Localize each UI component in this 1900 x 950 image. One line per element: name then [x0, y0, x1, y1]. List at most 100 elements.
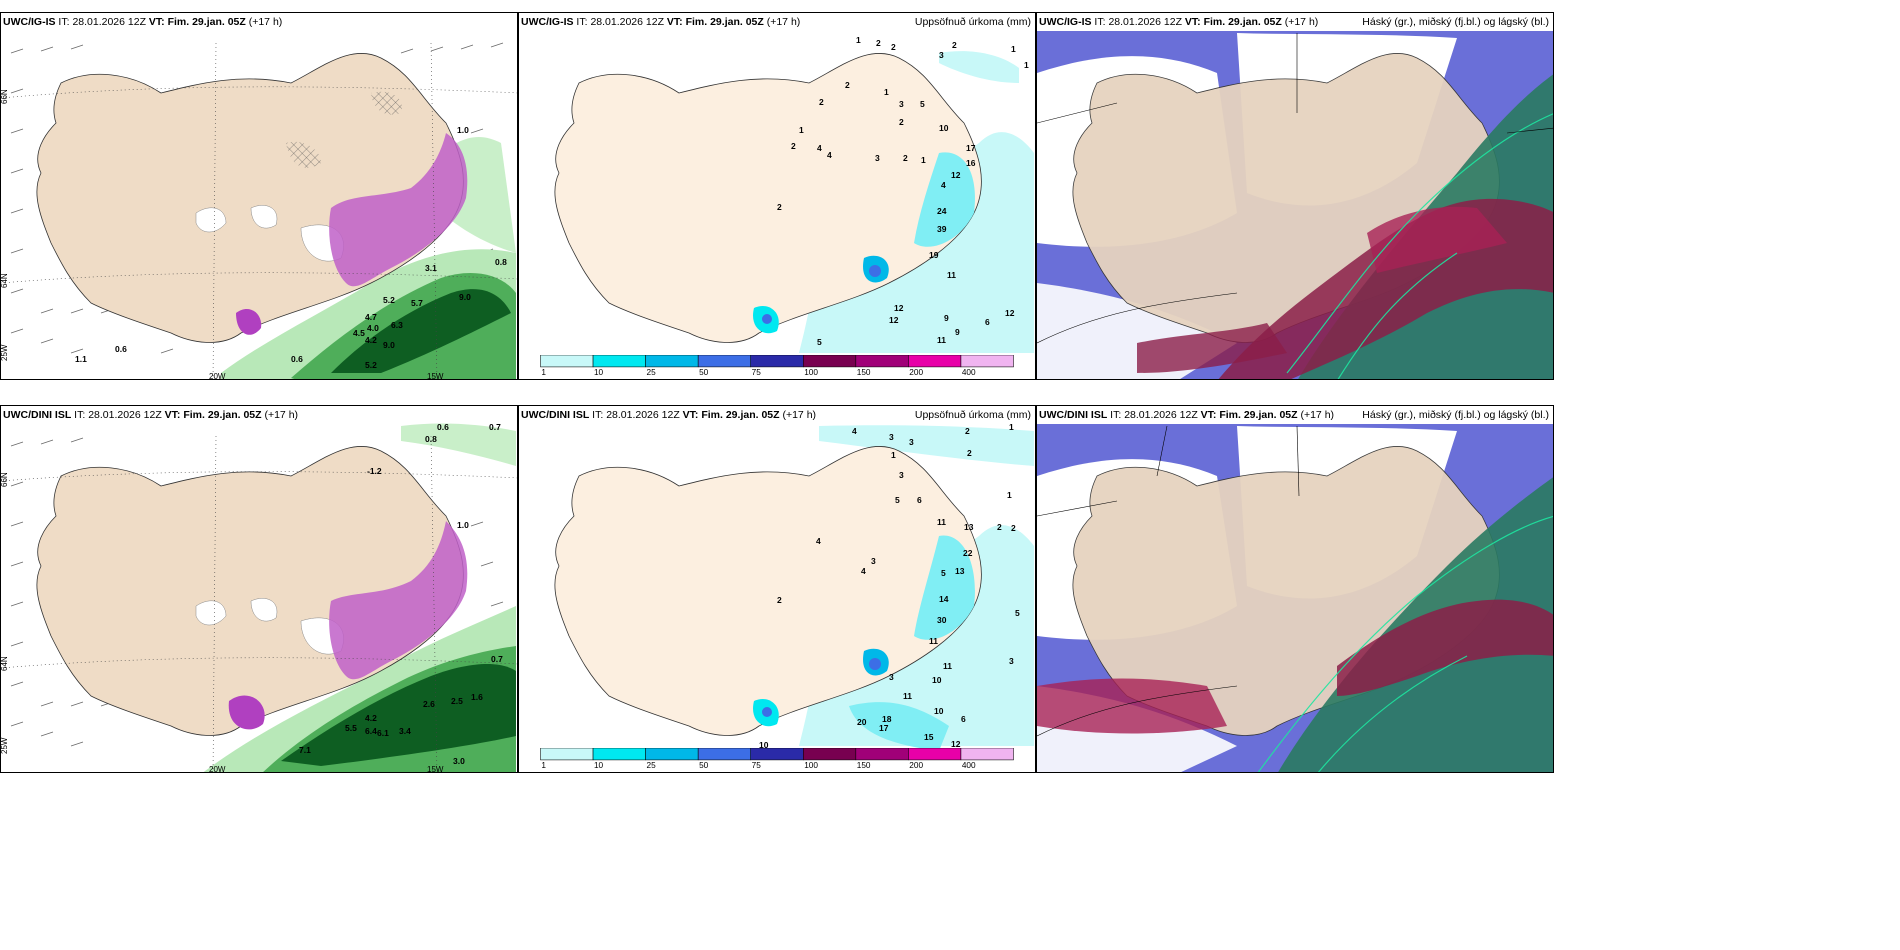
colorbar-swatch	[960, 748, 1014, 761]
svg-text:6: 6	[917, 495, 922, 505]
svg-text:5.2: 5.2	[365, 360, 377, 370]
svg-text:6: 6	[961, 714, 966, 724]
wind-precip-map: 66N 64N 25W 20W 15W 0.6 0.7 0.8 -1.2 1.0…	[1, 422, 517, 773]
precip-map: 1 2 2 1 2 3 1 2 1 2 1 3 5 10 2 2 4 4 3 2…	[554, 35, 1034, 353]
svg-text:0.8: 0.8	[425, 434, 437, 444]
svg-text:2.5: 2.5	[451, 696, 463, 706]
svg-text:3: 3	[1009, 656, 1014, 666]
svg-text:4: 4	[816, 536, 821, 546]
svg-text:3: 3	[909, 437, 914, 447]
svg-text:2: 2	[777, 595, 782, 605]
svg-text:0.7: 0.7	[491, 654, 503, 664]
svg-text:13: 13	[955, 566, 965, 576]
colorbar-swatch	[645, 748, 699, 761]
svg-text:5: 5	[920, 99, 925, 109]
svg-text:3: 3	[889, 672, 894, 682]
colorbar-label: 10	[594, 368, 604, 377]
panel-field-title: Uppsöfnuð úrkoma (mm)	[914, 409, 1031, 421]
svg-text:0.6: 0.6	[291, 354, 303, 364]
svg-text:0.6: 0.6	[437, 422, 449, 432]
svg-text:2: 2	[967, 448, 972, 458]
svg-text:5: 5	[1015, 608, 1020, 618]
svg-text:14: 14	[939, 594, 949, 604]
svg-text:6.4: 6.4	[365, 726, 377, 736]
svg-text:1: 1	[856, 35, 861, 45]
panel-wind-bottom: UWC/DINI ISL IT: 28.01.2026 12Z VT: Fim.…	[0, 405, 518, 773]
panel-field-title: Uppsöfnuð úrkoma (mm)	[914, 16, 1031, 28]
svg-text:12: 12	[951, 739, 961, 749]
svg-text:11: 11	[903, 691, 912, 701]
svg-text:1: 1	[1011, 44, 1016, 54]
panel-header: UWC/IG-IS IT: 28.01.2026 12Z VT: Fim. 29…	[521, 16, 801, 28]
cloud-map	[1037, 31, 1553, 379]
svg-text:0.8: 0.8	[495, 257, 507, 267]
lon-label-15: 15W	[427, 372, 444, 380]
svg-text:6.1: 6.1	[377, 728, 389, 738]
svg-text:2: 2	[791, 141, 796, 151]
svg-text:2: 2	[997, 522, 1002, 532]
svg-text:5.7: 5.7	[411, 298, 423, 308]
svg-text:9.0: 9.0	[383, 340, 395, 350]
colorbar-swatch	[855, 355, 909, 368]
svg-text:4.2: 4.2	[365, 713, 377, 723]
colorbar-label: 50	[699, 761, 709, 770]
svg-text:2: 2	[845, 80, 850, 90]
svg-text:1: 1	[921, 155, 926, 165]
colorbar-swatch	[908, 748, 962, 761]
svg-text:1: 1	[1024, 60, 1029, 70]
svg-text:24: 24	[937, 206, 947, 216]
svg-text:5.2: 5.2	[383, 295, 395, 305]
panel-field-title: Háský (gr.), miðský (fj.bl.) og lágský (…	[1362, 16, 1549, 28]
panel-wind-top: UWC/IG-IS IT: 28.01.2026 12Z VT: Fim. 29…	[0, 12, 518, 380]
svg-text:5.5: 5.5	[345, 723, 357, 733]
colorbar-swatch	[697, 748, 751, 761]
svg-text:12: 12	[1005, 308, 1015, 318]
colorbar-label: 1	[541, 368, 546, 377]
svg-text:-1.2: -1.2	[367, 466, 382, 476]
svg-text:4: 4	[861, 566, 866, 576]
svg-text:2: 2	[876, 38, 881, 48]
colorbar-label: 400	[962, 761, 976, 770]
panel-precip-top: UWC/IG-IS IT: 28.01.2026 12Z VT: Fim. 29…	[518, 12, 1036, 380]
svg-text:12: 12	[894, 303, 904, 313]
panel-clouds-top: UWC/IG-IS IT: 28.01.2026 12Z VT: Fim. 29…	[1036, 12, 1554, 380]
svg-text:1.0: 1.0	[457, 125, 469, 135]
panel-header: UWC/DINI ISL IT: 28.01.2026 12Z VT: Fim.…	[1039, 409, 1335, 421]
svg-text:1.1: 1.1	[75, 354, 87, 364]
lon-label-20: 20W	[209, 765, 226, 773]
colorbar-label: 25	[647, 761, 657, 770]
svg-text:30: 30	[937, 615, 947, 625]
colorbar-label: 50	[699, 368, 709, 377]
panel-header: UWC/DINI ISL IT: 28.01.2026 12Z VT: Fim.…	[3, 409, 299, 421]
svg-text:3: 3	[899, 99, 904, 109]
svg-text:2: 2	[965, 426, 970, 436]
colorbar-swatch	[750, 748, 804, 761]
panel-field-title: Háský (gr.), miðský (fj.bl.) og lágský (…	[1362, 409, 1549, 421]
svg-text:17: 17	[879, 723, 889, 733]
svg-text:11: 11	[937, 335, 946, 345]
svg-text:1: 1	[884, 87, 889, 97]
colorbar-label: 100	[804, 761, 818, 770]
lon-label-25: 25W	[1, 344, 9, 361]
svg-text:11: 11	[929, 636, 938, 646]
panel-header: UWC/DINI ISL IT: 28.01.2026 12Z VT: Fim.…	[521, 409, 817, 421]
precip-values: 1 2 2 1 2 3 1 2 1 2 1 3 5 10 2 2 4 4 3 2…	[777, 35, 1029, 347]
svg-text:4: 4	[941, 180, 946, 190]
wind-barbs	[10, 437, 504, 747]
svg-text:1: 1	[1009, 422, 1014, 432]
svg-text:2: 2	[952, 40, 957, 50]
colorbar-label: 100	[804, 368, 818, 377]
svg-text:2: 2	[819, 97, 824, 107]
wind-values: 0.6 0.7 0.8 -1.2 1.0 0.7 2.5 2.6 1.6 4.2…	[299, 422, 503, 766]
colorbar-label: 75	[752, 368, 762, 377]
svg-text:22: 22	[963, 548, 973, 558]
colorbar-swatch	[855, 748, 909, 761]
svg-text:9.0: 9.0	[459, 292, 471, 302]
panel-header: UWC/IG-IS IT: 28.01.2026 12Z VT: Fim. 29…	[3, 16, 283, 28]
colorbar-swatch	[960, 355, 1014, 368]
svg-text:4.0: 4.0	[367, 323, 379, 333]
panel-precip-bottom: UWC/DINI ISL IT: 28.01.2026 12Z VT: Fim.…	[518, 405, 1036, 773]
colorbar-swatch	[803, 355, 857, 368]
svg-text:9: 9	[955, 327, 960, 337]
svg-text:3: 3	[889, 432, 894, 442]
